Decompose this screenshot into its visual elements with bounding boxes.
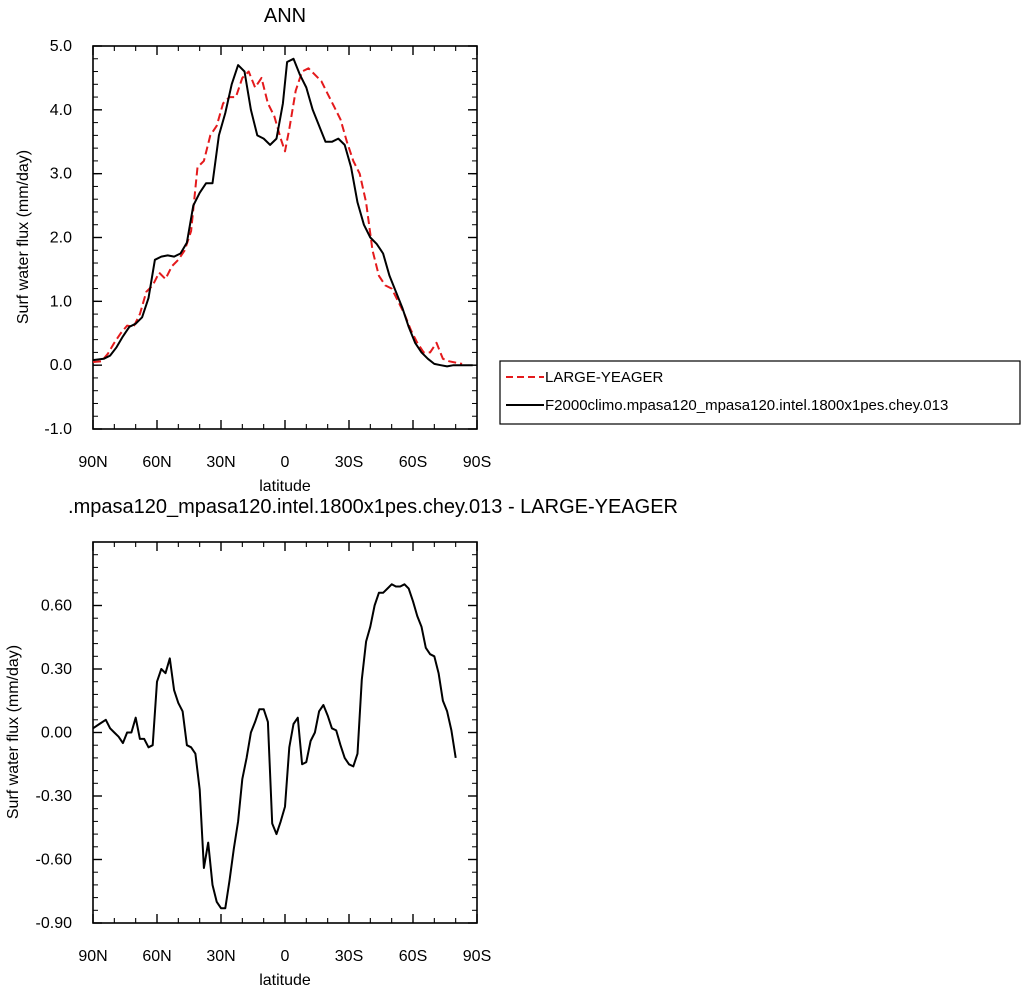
bottom-x-tick-label: 90S bbox=[463, 948, 491, 965]
bottom-y-axis-label: Surf water flux (mm/day) bbox=[5, 645, 22, 819]
top-x-tick-label: 0 bbox=[281, 454, 290, 471]
top-x-tick-label: 30N bbox=[206, 454, 235, 471]
bottom-x-tick-label: 60S bbox=[399, 948, 427, 965]
bottom-y-tick-label: -0.60 bbox=[36, 852, 73, 869]
top-y-axis-label: Surf water flux (mm/day) bbox=[15, 150, 32, 324]
bottom-y-tick-label: 0.30 bbox=[41, 661, 72, 678]
top-x-tick-label: 60S bbox=[399, 454, 427, 471]
bottom-series-line-1 bbox=[92, 583, 457, 910]
bottom-x-tick-label: 30S bbox=[335, 948, 363, 965]
top-x-tick-label: 30S bbox=[335, 454, 363, 471]
top-x-tick-label: 60N bbox=[142, 454, 171, 471]
top-y-tick-label: -1.0 bbox=[44, 421, 72, 438]
top-y-tick-label: 3.0 bbox=[50, 166, 72, 183]
legend-box bbox=[499, 360, 1021, 425]
top-x-axis-label: latitude bbox=[259, 478, 311, 495]
legend-label-f2000: F2000climo.mpasa120_mpasa120.intel.1800x… bbox=[545, 397, 948, 414]
bottom-x-axis-label: latitude bbox=[259, 972, 311, 989]
top-y-tick-label: 4.0 bbox=[50, 102, 72, 119]
top-y-tick-label: 0.0 bbox=[50, 357, 72, 374]
top-x-tick-label: 90N bbox=[78, 454, 107, 471]
bottom-chart-title: .mpasa120_mpasa120.intel.1800x1pes.chey.… bbox=[68, 496, 678, 518]
bottom-x-tick-label: 30N bbox=[206, 948, 235, 965]
top-chart-title: ANN bbox=[264, 5, 306, 27]
bottom-panel: .mpasa120_mpasa120.intel.1800x1pes.chey.… bbox=[5, 496, 678, 989]
bottom-x-tick-label: 90N bbox=[78, 948, 107, 965]
bottom-plot-frame bbox=[92, 541, 478, 924]
top-series-line-1 bbox=[92, 67, 463, 365]
bottom-y-tick-label: 0.00 bbox=[41, 725, 72, 742]
bottom-x-tick-label: 0 bbox=[281, 948, 290, 965]
top-y-tick-label: 1.0 bbox=[50, 293, 72, 310]
bottom-y-tick-label: -0.30 bbox=[36, 788, 73, 805]
legend: LARGE-YEAGER F2000climo.mpasa120_mpasa12… bbox=[499, 360, 1021, 425]
bottom-y-tick-label: 0.60 bbox=[41, 598, 72, 615]
top-x-tick-label: 90S bbox=[463, 454, 491, 471]
top-series-line-2 bbox=[92, 57, 473, 368]
bottom-y-tick-label: -0.90 bbox=[36, 915, 73, 932]
top-y-tick-label: 2.0 bbox=[50, 230, 72, 247]
top-panel: ANN 90N 60N 30N 0 30S 60S 90S -1.0 0.0 1.0 2.0 3.0 4… bbox=[15, 5, 1021, 495]
bottom-x-tick-label: 60N bbox=[142, 948, 171, 965]
top-y-tick-label: 5.0 bbox=[50, 38, 72, 55]
legend-label-large-yeager: LARGE-YEAGER bbox=[545, 369, 664, 386]
top-plot-frame bbox=[92, 45, 478, 430]
